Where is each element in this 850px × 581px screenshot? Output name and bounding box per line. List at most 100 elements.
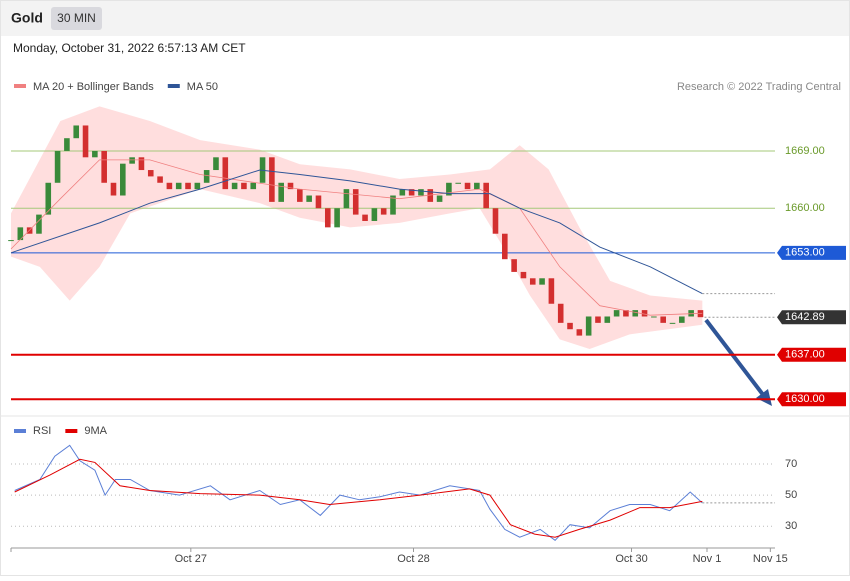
bollinger-band	[11, 106, 703, 349]
candle	[660, 316, 666, 323]
candle	[213, 157, 219, 171]
candle	[278, 182, 284, 202]
candle	[73, 125, 80, 139]
candle	[185, 182, 191, 190]
level-tag	[777, 310, 846, 325]
candle	[175, 182, 182, 190]
timeframe[interactable]: 30 MIN	[57, 11, 96, 25]
forecast-arrowhead	[756, 389, 772, 406]
candle	[669, 322, 676, 324]
x-tick-label: Nov 15	[753, 553, 788, 565]
candle	[623, 310, 629, 317]
candle	[446, 182, 452, 196]
level-tag	[777, 392, 846, 407]
candle	[82, 125, 89, 158]
candle	[548, 278, 555, 304]
candle	[36, 214, 42, 234]
level-label: 1669.00	[785, 145, 825, 157]
legend-swatch	[167, 84, 180, 88]
candle	[343, 189, 350, 209]
candle	[120, 163, 126, 196]
candle	[231, 182, 238, 190]
candle	[362, 214, 368, 221]
candle	[45, 182, 52, 215]
candle	[585, 316, 592, 336]
candle	[464, 182, 471, 190]
candle	[688, 310, 694, 317]
candle	[54, 150, 61, 183]
candle	[194, 182, 201, 190]
candle	[287, 182, 294, 190]
legend-label: MA 20 + Bollinger Bands	[33, 81, 154, 93]
candle	[502, 233, 508, 260]
source: Research © 2022 Trading Central	[677, 81, 841, 93]
y-tick-label: 70	[785, 458, 797, 470]
candle	[604, 316, 611, 323]
candle	[408, 189, 415, 196]
candle	[92, 150, 98, 158]
candle	[436, 195, 443, 202]
candle	[529, 278, 536, 285]
x-tick-label: Nov 1	[693, 553, 722, 565]
candle	[399, 189, 406, 196]
candle	[352, 189, 359, 215]
instrument: Gold	[11, 10, 43, 26]
candle	[474, 182, 480, 190]
candle	[334, 208, 340, 228]
candle	[539, 278, 545, 285]
candle	[576, 329, 583, 336]
level-label: 1660.00	[785, 202, 825, 214]
candle	[110, 182, 117, 196]
candle	[557, 303, 564, 323]
candle	[492, 208, 499, 234]
legend-swatch	[14, 429, 26, 433]
candle	[651, 316, 657, 318]
legend-swatch	[14, 84, 26, 88]
candle	[241, 182, 247, 190]
candle	[64, 138, 70, 151]
x-tick-label: Oct 27	[175, 553, 207, 565]
legend-label: RSI	[33, 425, 51, 437]
candle	[324, 208, 331, 228]
y-tick-label: 30	[785, 520, 797, 532]
candle	[8, 240, 14, 242]
candle	[455, 182, 462, 184]
candle	[418, 189, 424, 196]
candle	[203, 170, 210, 183]
legend-swatch	[65, 429, 78, 433]
candle	[129, 157, 135, 164]
candle	[567, 322, 573, 330]
level-tag	[777, 245, 846, 260]
timestamp: Monday, October 31, 2022 6:57:13 AM CET	[13, 41, 246, 55]
candle	[17, 227, 24, 241]
y-tick-label: 50	[785, 489, 797, 501]
candle	[315, 195, 322, 209]
legend-label: MA 50	[187, 81, 218, 93]
candle	[632, 310, 639, 317]
candle	[306, 195, 312, 202]
candle	[641, 310, 648, 317]
candle	[390, 195, 396, 215]
level-label: 1637.00	[785, 349, 825, 361]
candle	[483, 182, 489, 209]
ma50-line	[10, 169, 703, 295]
candle	[138, 157, 145, 171]
candle	[101, 150, 107, 183]
legend-label: 9MA	[84, 425, 107, 437]
indicator-line	[14, 458, 703, 538]
level-label: 1642.89	[785, 311, 825, 323]
candle	[222, 157, 229, 190]
x-tick-label: Oct 28	[397, 553, 429, 565]
level-tag	[777, 347, 846, 362]
candle	[679, 316, 685, 323]
level-label: 1630.00	[785, 393, 825, 405]
candle	[297, 189, 303, 202]
candle	[595, 316, 601, 323]
x-tick-label: Oct 30	[615, 553, 647, 565]
candle	[371, 208, 378, 221]
timeframe-badge[interactable]	[51, 7, 102, 30]
candle	[147, 170, 154, 177]
candle	[380, 208, 387, 215]
